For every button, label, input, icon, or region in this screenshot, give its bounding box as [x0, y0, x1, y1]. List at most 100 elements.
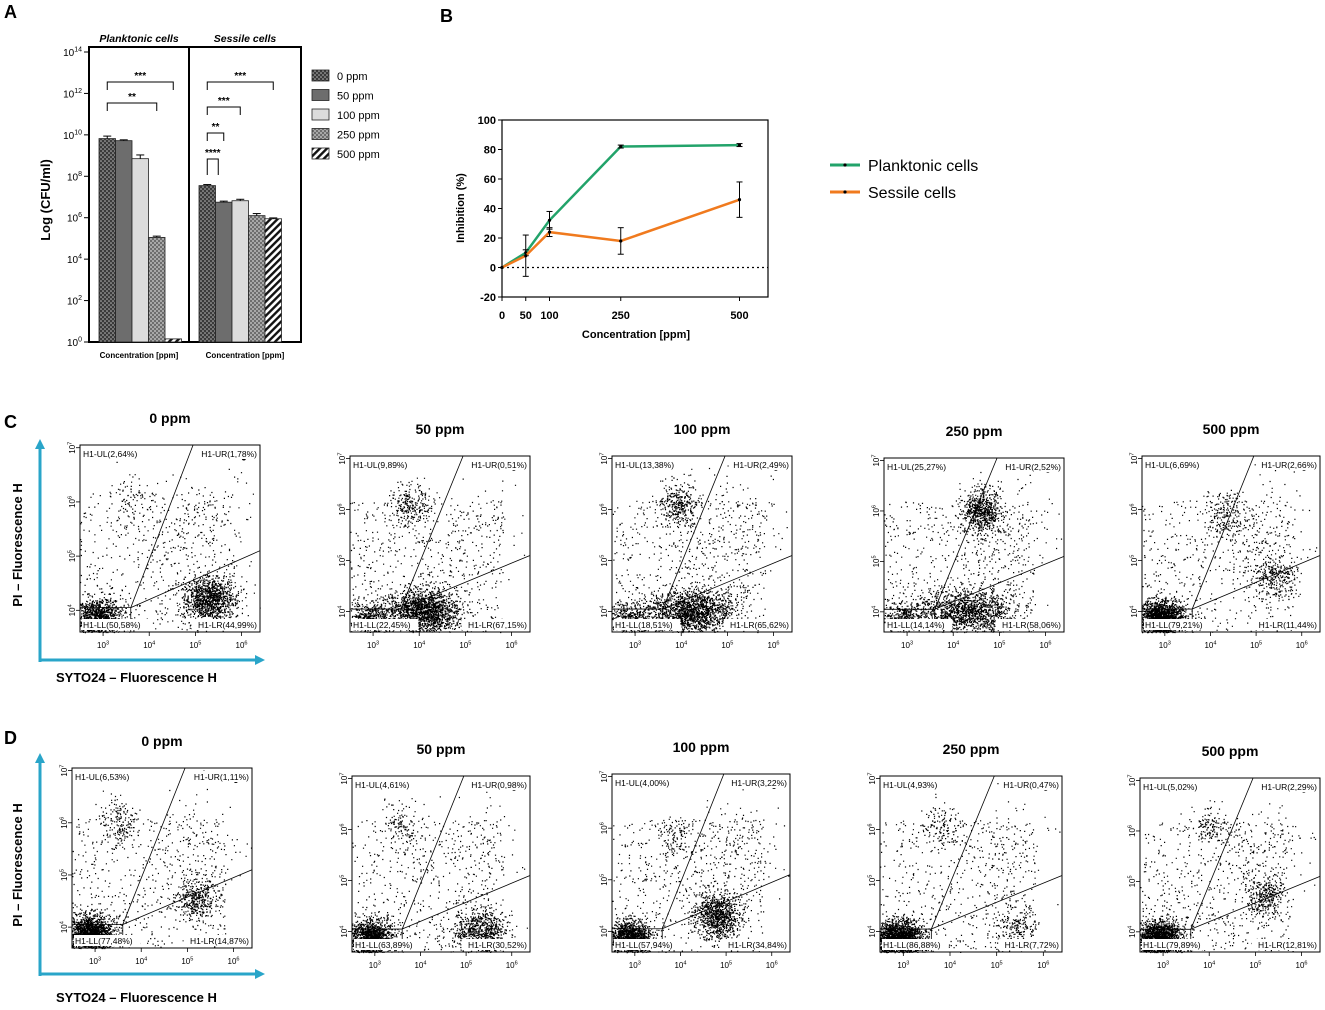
- cytometry-gate-diagonal: [402, 875, 531, 930]
- cytometry-label-backing: [74, 771, 136, 782]
- cytometry-label-backing: [74, 935, 141, 946]
- cytometry-gate-diagonal: [400, 555, 531, 610]
- cytometry-label-backing: [191, 619, 258, 630]
- cytometry-label-backing: [82, 448, 144, 459]
- panel-a-bar: [164, 338, 182, 343]
- cytometry-label-backing: [886, 461, 953, 472]
- panel-a-significance-label: **: [128, 92, 136, 103]
- cytometry-xtick-label: 103: [897, 960, 909, 970]
- cytometry-label-ll: H1-LL(86,88%): [883, 940, 941, 950]
- cytometry-plot: 100 ppm 103 104 105 106 104 105 106 107 H1-UL(4,0…: [599, 739, 791, 970]
- cytometry-label-ur: H1-UR(0,98%): [471, 780, 527, 790]
- cytometry-xtick-label: 103: [629, 960, 641, 970]
- cytometry-label-backing: [461, 939, 528, 950]
- cytometry-gate-diagonal: [662, 455, 726, 610]
- cytometry-label-lr: H1-LR(34,84%): [728, 940, 787, 950]
- cytometry-gate-diagonal: [400, 455, 464, 610]
- panel-a-ytick-label: 1014: [63, 47, 82, 60]
- cytometry-ytick-label: 106: [1127, 825, 1137, 837]
- cytometry-xtick-label: 106: [1037, 960, 1049, 970]
- cytometry-ytick-label: 105: [867, 875, 877, 887]
- panel-a-legend-label: 100 ppm: [337, 110, 380, 122]
- cytometry-ytick-label: 107: [867, 773, 877, 785]
- cytometry-ytick-label: 106: [871, 505, 881, 517]
- cytometry-ytick-label: 105: [59, 869, 69, 881]
- cytometry-xtick-label: 103: [901, 640, 913, 650]
- cytometry-ytick-label: 104: [867, 926, 877, 938]
- cytometry-label-lr: H1-LR(12,81%): [1258, 940, 1317, 950]
- cytometry-ytick-label: 107: [599, 771, 609, 783]
- cytometry-label-backing: [1256, 459, 1318, 470]
- cytometry-label-ur: H1-UR(0,47%): [1003, 780, 1059, 790]
- panel-c-ylabel: PI – Fluorescence H: [10, 483, 25, 607]
- cytometry-ytick-label: 104: [599, 606, 609, 618]
- cytometry-label-backing: [352, 619, 419, 630]
- cytometry-xtick-label: 106: [1296, 640, 1308, 650]
- cytometry-xtick-label: 104: [1203, 960, 1215, 970]
- panel-b-xtick-label: 100: [540, 310, 558, 322]
- cytometry-xtick-label: 106: [236, 640, 248, 650]
- cytometry-ytick-label: 105: [871, 555, 881, 567]
- cytometry-xtick-label: 104: [944, 960, 956, 970]
- cytometry-label-backing: [998, 939, 1060, 950]
- cytometry-ytick-label: 105: [337, 555, 347, 567]
- cytometry-xtick-label: 105: [1250, 640, 1262, 650]
- panel-b-legend-marker: [843, 163, 847, 167]
- cytometry-label-ll: H1-LL(77,48%): [75, 936, 133, 946]
- cytometry-label-ur: H1-UR(2,52%): [1005, 462, 1061, 472]
- cytometry-label-ur: H1-UR(2,66%): [1261, 460, 1317, 470]
- cytometry-gate-diagonal: [1192, 555, 1321, 610]
- cytometry-plot-frame: [351, 775, 531, 953]
- panel-b-line-chart: Inhibition (%) Concentration [ppm] -2002…: [455, 115, 978, 341]
- cytometry-label-lr: H1-LR(7,72%): [1005, 940, 1059, 950]
- cytometry-ytick-label: 104: [339, 926, 349, 938]
- cytometry-ytick-label: 106: [67, 496, 77, 508]
- panel-b-ytick-label: 100: [478, 115, 496, 127]
- panel-a-legend-label: 50 ppm: [337, 91, 374, 103]
- cytometry-xtick-label: 104: [674, 960, 686, 970]
- cytometry-xtick-label: 106: [506, 960, 518, 970]
- cytometry-xtick-label: 104: [135, 956, 147, 966]
- cytometry-label-ll: H1-LL(63,89%): [355, 940, 413, 950]
- cytometry-gate-diagonal: [661, 773, 725, 929]
- panel-d-flow-cytometry: 0 ppm 103 104 105 106 104 105 106 107 H1-UL(6,53%…: [59, 733, 1321, 970]
- panel-a-significance-label: ***: [218, 96, 230, 107]
- cytometry-events: [352, 780, 528, 954]
- panel-a-bar: [98, 138, 116, 343]
- cytometry-label-ll: H1-LL(79,21%): [1145, 620, 1203, 630]
- cytometry-gate-diagonal: [122, 767, 186, 925]
- cytometry-gate-diagonal: [934, 457, 998, 610]
- panel-a-legend-label: 250 ppm: [337, 130, 380, 142]
- panel-b-point: [619, 144, 623, 149]
- cytometry-label-backing: [614, 619, 681, 630]
- panel-a-legend-swatch: [311, 128, 330, 140]
- cytometry-label-ur: H1-UR(2,29%): [1261, 782, 1317, 792]
- panel-a-group-xlabel: Concentration [ppm]: [100, 351, 179, 360]
- cytometry-xtick-label: 106: [766, 960, 778, 970]
- cytometry-plot: 250 ppm 103 104 105 106 104 105 106 107 H1-UL(25,…: [871, 423, 1065, 650]
- cytometry-label-backing: [196, 448, 258, 459]
- cytometry-label-backing: [614, 459, 681, 470]
- cytometry-label-ll: H1-LL(22,45%): [353, 620, 411, 630]
- cytometry-label-backing: [461, 619, 528, 630]
- cytometry-label-lr: H1-LR(30,52%): [468, 940, 527, 950]
- panel-a-legend-swatch: [311, 108, 330, 121]
- panel-label-d: D: [4, 728, 17, 748]
- cytometry-plot: 0 ppm 103 104 105 106 104 105 106 107 H1-UL(6,53%…: [59, 733, 253, 966]
- panel-a-bar: [231, 200, 249, 343]
- cytometry-xtick-label: 105: [991, 960, 1003, 970]
- panel-b-ytick-label: -20: [480, 292, 496, 304]
- cytometry-gate-diagonal: [930, 775, 995, 930]
- panel-a-bar: [115, 140, 133, 343]
- cytometry-plot-title: 250 ppm: [943, 741, 1000, 757]
- cytometry-label-backing: [1142, 939, 1209, 950]
- cytometry-gate-diagonal: [1191, 455, 1255, 610]
- cytometry-ytick-label: 107: [337, 453, 347, 465]
- panel-d-ylabel: PI – Fluorescence H: [10, 803, 25, 927]
- cytometry-events: [72, 770, 253, 950]
- cytometry-label-lr: H1-LR(67,15%): [468, 620, 527, 630]
- cytometry-label-backing: [723, 619, 790, 630]
- panel-a-ytick-label: 108: [67, 171, 82, 184]
- cytometry-label-backing: [1144, 619, 1211, 630]
